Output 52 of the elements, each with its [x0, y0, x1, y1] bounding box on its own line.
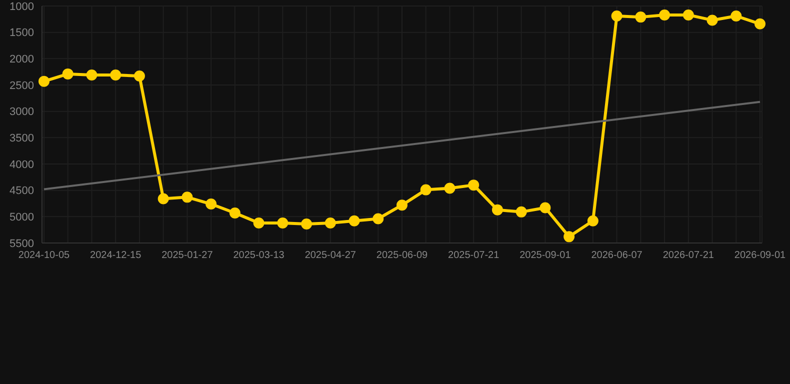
x-tick-label: 2025-04-27 [304, 250, 356, 262]
y-tick-label: 5000 [10, 212, 34, 224]
point [38, 76, 50, 87]
point [611, 10, 622, 22]
point [86, 69, 98, 80]
x-tick-label: 2026-06-07 [591, 250, 643, 262]
point [659, 9, 670, 20]
point [444, 182, 456, 194]
point [182, 192, 193, 203]
point [301, 218, 312, 230]
y-tick-label: 4500 [10, 185, 34, 198]
point [62, 68, 74, 80]
point [253, 217, 264, 228]
point [682, 9, 694, 20]
y-tick-label: 5500 [10, 238, 34, 250]
point [348, 215, 360, 226]
y-tick-label: 1500 [10, 27, 34, 40]
point [396, 200, 408, 211]
point [564, 231, 575, 242]
point [492, 204, 503, 216]
x-tick-label: 2026-07-21 [662, 250, 714, 262]
x-tick-label: 2026-09-01 [734, 250, 786, 262]
point [540, 202, 551, 214]
point [277, 217, 288, 228]
point [468, 180, 480, 191]
point [324, 217, 336, 228]
point [372, 213, 384, 224]
point [206, 198, 217, 210]
y-tick-label: 3000 [10, 106, 34, 118]
y-tick-label: 2000 [10, 54, 34, 66]
point [420, 184, 432, 196]
y-tick-label: 1000 [10, 0, 34, 13]
point [516, 206, 527, 218]
point [587, 215, 598, 226]
point [754, 18, 766, 30]
x-tick-label: 2025-06-09 [376, 250, 428, 262]
point [134, 70, 145, 82]
y-tick-label: 4000 [10, 158, 34, 171]
x-tick-label: 2025-03-13 [233, 250, 285, 262]
point [110, 69, 122, 80]
x-tick-label: 2025-07-21 [448, 250, 500, 262]
x-tick-label: 2025-01-27 [162, 250, 214, 262]
point [158, 193, 169, 204]
x-tick-label: 2024-10-05 [18, 250, 70, 262]
point [706, 14, 718, 26]
x-tick-label: 2025-09-01 [520, 250, 572, 262]
point [730, 10, 742, 22]
y-tick-label: 2500 [10, 80, 34, 92]
point [635, 12, 646, 23]
y-tick-label: 3500 [10, 132, 34, 145]
point [229, 207, 240, 218]
x-tick-label: 2024-12-15 [90, 250, 142, 262]
